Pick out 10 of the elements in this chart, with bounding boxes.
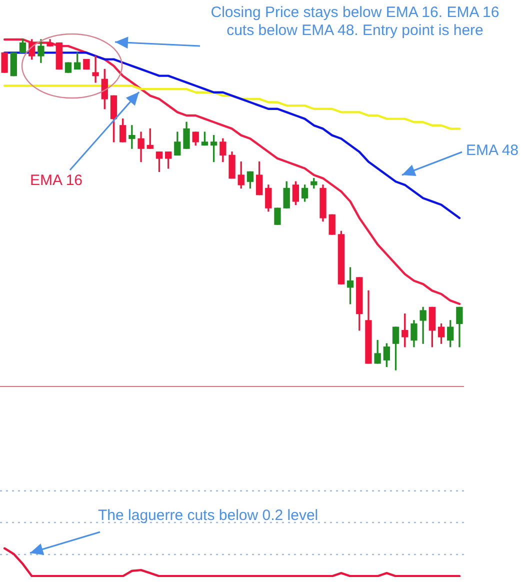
candlestick: [64, 62, 72, 73]
candlestick: [328, 214, 336, 235]
text: Closing Price stays below EMA 16. EMA 16 cuts below EMA 48. Entry point is here: [210, 4, 500, 40]
text: The laguerre cuts below 0.2 level: [98, 507, 320, 525]
candlestick: [56, 42, 62, 70]
text: EMA 48: [466, 142, 519, 160]
text: EMA 16: [30, 172, 83, 190]
candlestick: [274, 208, 281, 225]
candlestick: [83, 58, 90, 70]
candlestick: [1, 52, 8, 73]
